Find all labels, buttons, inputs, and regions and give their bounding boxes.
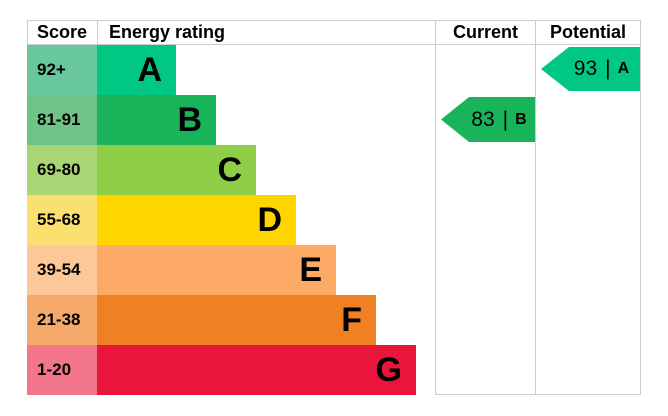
header-left-border: [27, 20, 28, 44]
band-row-f: 21-38 F: [27, 295, 376, 345]
rating-bar-c: C: [97, 145, 256, 195]
score-range-f: 21-38: [27, 295, 97, 345]
current-column-left-border: [435, 20, 436, 394]
band-row-b: 81-91 B: [27, 95, 216, 145]
band-row-c: 69-80 C: [27, 145, 256, 195]
chart-top-border: [27, 20, 641, 21]
header-bottom-border: [27, 44, 641, 45]
current-rating-separator: |: [502, 107, 509, 131]
energy-rating-column-header: Energy rating: [109, 22, 226, 42]
rating-bar-a: A: [97, 45, 176, 95]
rating-bar-g: G: [97, 345, 416, 395]
band-row-a: 92+ A: [27, 45, 176, 95]
potential-column-header: Potential: [549, 22, 626, 42]
rating-bar-e: E: [97, 245, 336, 295]
score-range-b: 81-91: [27, 95, 97, 145]
potential-rating-arrow: 93 | A: [541, 47, 640, 91]
potential-column-right-border: [640, 20, 641, 394]
current-column-header: Current: [452, 22, 518, 42]
current-rating-arrow: 83 | B: [441, 97, 535, 142]
potential-rating-separator: |: [605, 57, 611, 80]
score-range-c: 69-80: [27, 145, 97, 195]
band-row-e: 39-54 E: [27, 245, 336, 295]
potential-rating-value: 93: [573, 57, 598, 80]
score-header-divider: [97, 20, 98, 44]
score-range-a: 92+: [27, 45, 97, 95]
columns-bottom-border: [435, 394, 641, 395]
band-row-g: 1-20 G: [27, 345, 416, 395]
score-column-header: Score: [36, 22, 88, 42]
band-row-d: 55-68 D: [27, 195, 296, 245]
score-range-d: 55-68: [27, 195, 97, 245]
current-rating-letter: B: [515, 110, 527, 128]
score-range-g: 1-20: [27, 345, 97, 395]
current-rating-value: 83: [471, 107, 495, 131]
potential-rating-letter: A: [617, 60, 630, 77]
rating-bar-b: B: [97, 95, 216, 145]
score-range-e: 39-54: [27, 245, 97, 295]
rating-bar-d: D: [97, 195, 296, 245]
rating-bar-f: F: [97, 295, 376, 345]
potential-column-left-border: [535, 20, 536, 394]
